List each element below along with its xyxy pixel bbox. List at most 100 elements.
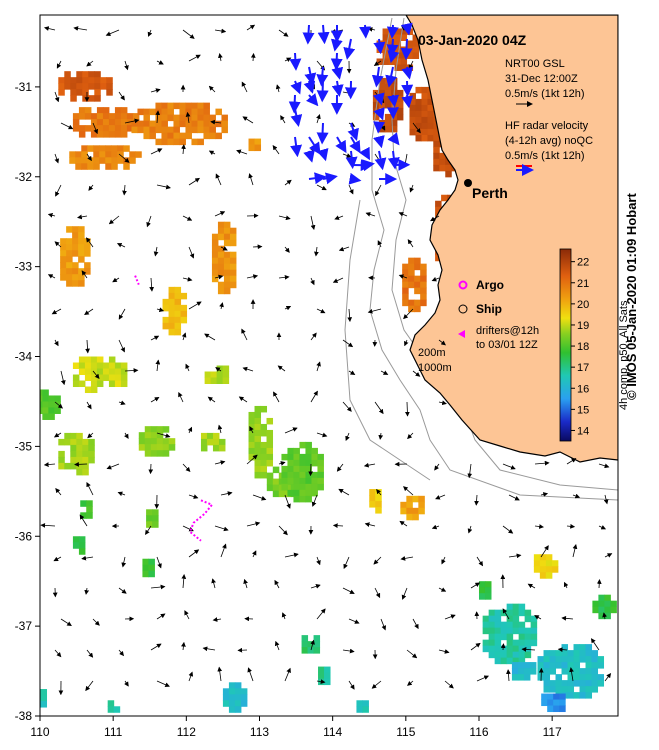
model-arrow	[118, 153, 130, 163]
model-arrow	[208, 150, 216, 156]
colorbar-tick-label: 16	[577, 383, 589, 395]
model-arrow	[178, 392, 184, 403]
model-arrow	[316, 679, 326, 684]
radar-arrow	[331, 80, 344, 97]
model-arrow	[280, 115, 286, 124]
radar-arrow	[303, 80, 316, 94]
model-arrow	[566, 458, 577, 465]
model-arrow	[150, 584, 166, 590]
perth-marker	[464, 179, 472, 187]
sst-patch	[142, 558, 155, 578]
model-arrow	[156, 60, 164, 65]
model-arrow	[476, 556, 484, 567]
model-arrow	[467, 525, 473, 534]
model-arrow	[572, 493, 581, 499]
model-arrow	[118, 587, 127, 594]
model-arrow	[150, 335, 160, 341]
model-arrow	[105, 29, 120, 36]
radar-arrow	[290, 108, 303, 127]
model-arrow	[149, 277, 155, 292]
radar-arrow	[374, 150, 387, 171]
radar-arrow	[331, 66, 344, 80]
sst-patch	[400, 495, 425, 521]
radar-arrow	[362, 159, 375, 172]
colorbar-tick-label: 14	[577, 425, 589, 437]
model-arrow	[336, 463, 344, 472]
model-arrow	[241, 81, 248, 93]
model-arrow	[219, 302, 224, 310]
model-arrow	[272, 145, 280, 155]
model-arrow	[118, 339, 125, 353]
colorbar-gradient	[559, 248, 572, 442]
model-arrow	[310, 215, 316, 231]
model-arrow	[188, 549, 200, 558]
model-arrow	[438, 649, 450, 654]
sst-patch	[72, 356, 128, 394]
model-arrow	[155, 359, 161, 372]
legend-model-line-1: NRT00 GSL	[505, 58, 565, 70]
ship-icon	[458, 304, 468, 314]
model-arrow	[118, 91, 125, 101]
model-arrow	[246, 24, 256, 31]
model-arrow	[409, 184, 415, 193]
model-arrow	[108, 215, 120, 225]
model-arrow	[112, 277, 120, 283]
model-arrow	[215, 173, 222, 186]
radar-arrow	[290, 80, 302, 95]
x-tick-label: 115	[396, 725, 415, 739]
model-arrow	[284, 494, 291, 509]
radar-arrow	[387, 50, 400, 64]
model-arrow	[540, 545, 549, 558]
model-arrow	[156, 613, 166, 620]
model-arrow	[310, 639, 315, 651]
model-arrow	[508, 553, 522, 559]
x-tick-label: 117	[543, 725, 562, 739]
sst-patch	[60, 226, 91, 287]
model-arrow	[54, 241, 62, 248]
model-arrow	[86, 237, 94, 248]
model-arrow	[54, 153, 60, 164]
model-arrow	[534, 524, 544, 529]
model-arrow	[150, 88, 161, 93]
model-arrow	[332, 523, 344, 529]
model-arrow	[188, 54, 201, 62]
model-arrow	[182, 276, 193, 282]
model-arrow	[47, 274, 56, 279]
model-arrow	[92, 122, 98, 135]
drifter-track-2	[134, 275, 140, 285]
argo-icon	[458, 280, 468, 290]
model-arrow	[316, 556, 321, 566]
sst-patch	[40, 689, 48, 708]
model-arrow	[184, 610, 190, 620]
model-arrow	[284, 246, 290, 253]
model-arrow	[407, 239, 414, 248]
model-arrow	[275, 84, 281, 93]
model-arrow	[284, 667, 291, 682]
colorbar-tick-label: 15	[577, 404, 589, 416]
legend-symbols: Argo Ship drifters@12h to 03/01 12Z 200m…	[418, 278, 539, 374]
sst-patch	[131, 102, 228, 146]
sst-patch	[281, 441, 324, 503]
model-arrow	[150, 643, 162, 651]
model-arrow	[188, 246, 195, 259]
model-arrow	[284, 305, 292, 311]
legend-model-line-3: 0.5m/s (1kt 12h)	[505, 88, 584, 100]
model-arrow	[211, 578, 216, 589]
legend-depth-200: 200m	[418, 347, 446, 359]
radar-arrow	[400, 38, 413, 61]
model-arrow	[602, 612, 607, 620]
radar-arrow	[308, 172, 327, 185]
x-tick-label: 112	[177, 725, 196, 739]
sst-patch	[541, 693, 566, 713]
model-arrow	[88, 184, 94, 191]
model-arrow	[308, 463, 314, 477]
model-arrow	[122, 184, 127, 196]
model-arrow	[540, 492, 549, 497]
model-arrow	[156, 184, 171, 190]
model-arrow	[316, 308, 326, 314]
model-arrow	[40, 522, 56, 528]
colorbar-tick-label: 17	[577, 362, 589, 374]
model-arrow	[54, 91, 60, 103]
model-arrow	[380, 370, 389, 375]
model-arrow	[188, 494, 199, 499]
